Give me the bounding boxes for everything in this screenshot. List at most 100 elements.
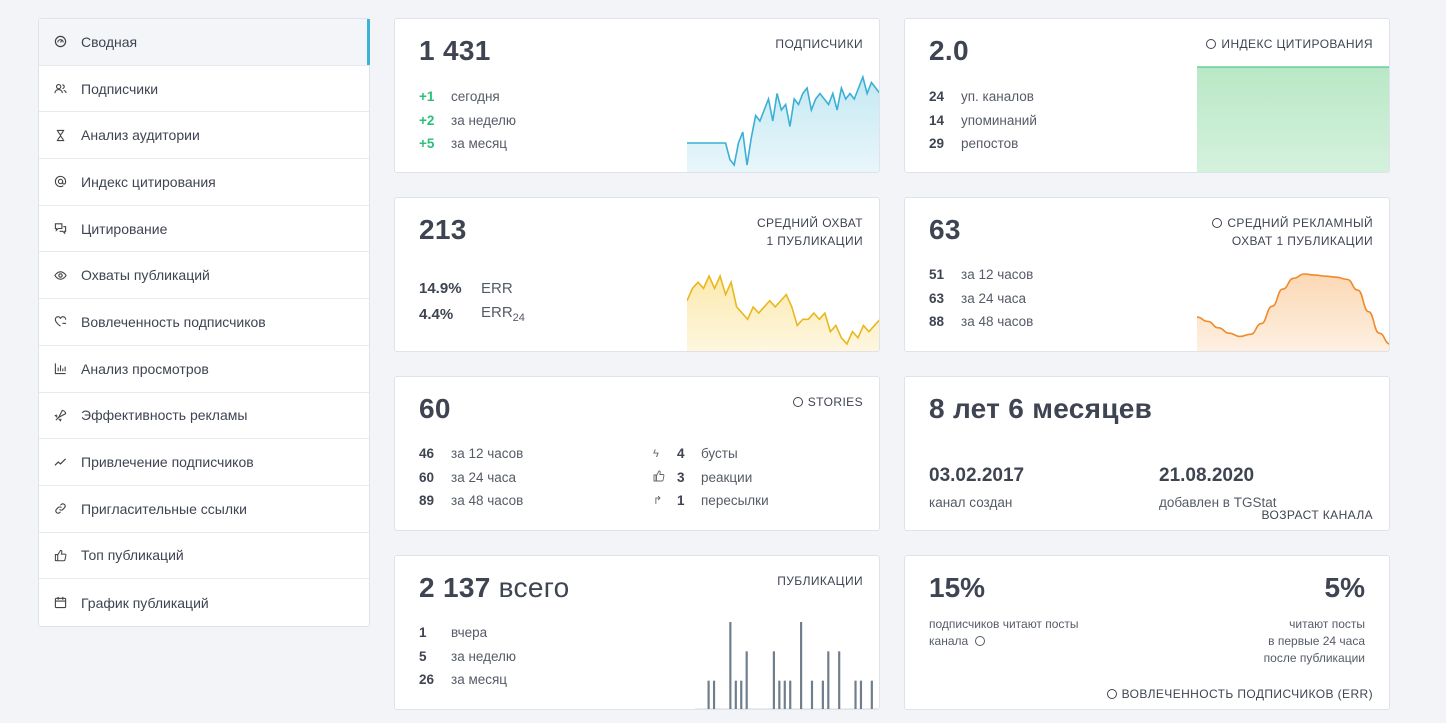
stories-card[interactable]: 60 STORIES 46 за 12 часов 60 за 24 часа 89… [394, 376, 880, 531]
sidebar-item-12[interactable]: График публикаций [39, 579, 369, 626]
added-date-block: 21.08.2020 добавлен в TGStat [1159, 465, 1276, 510]
ad-reach-caption: СРЕДНИЙ РЕКЛАМНЫЙ ОХВАТ 1 ПУБЛИКАЦИИ [1212, 214, 1373, 250]
stat-label: за неделю [451, 648, 517, 664]
sidebar-item-label: График публикаций [81, 594, 209, 611]
forward-icon: ↱ [653, 495, 663, 508]
stat-label: за неделю [451, 112, 517, 128]
stat-row: 51 за 12 часов [929, 263, 1033, 287]
citation-area [1197, 67, 1389, 172]
posts-value: 2 137 всего [419, 572, 569, 604]
sidebar-item-6[interactable]: Вовлеченность подписчиков [39, 299, 369, 346]
citation-index-card[interactable]: 2.0 ИНДЕКС ЦИТИРОВАНИЯ 24 уп. каналов 14 у… [904, 18, 1390, 173]
stat-label: пересылки [701, 493, 769, 509]
stat-row: +1 сегодня [419, 85, 516, 109]
rocket-icon [54, 409, 67, 422]
stat-number: 4 [677, 446, 685, 462]
sidebar-item-label: Сводная [81, 33, 138, 50]
citation-index-caption: ИНДЕКС ЦИТИРОВАНИЯ [1206, 35, 1373, 53]
help-icon[interactable] [974, 636, 985, 646]
stat-label: за месяц [451, 136, 508, 152]
engagement-caption: ВОВЛЕЧЕННОСТЬ ПОДПИСЧИКОВ (ERR) [1106, 685, 1373, 703]
stat-row: 14 упоминаний [929, 109, 1037, 133]
bar-mark [740, 680, 743, 709]
stat-label: вчера [451, 625, 488, 641]
stat-number: 60 [419, 469, 435, 485]
created-label: канал создан [929, 495, 1013, 510]
ad_reach-line [1197, 273, 1389, 345]
reach-value: 213 [419, 214, 467, 245]
added-label: добавлен в TGStat [1159, 495, 1277, 510]
subscribers-rows: +1 сегодня +2 за неделю +5 за месяц [419, 85, 516, 156]
desc-line-with-help: канала [929, 633, 1079, 650]
sidebar-nav: Сводная Подписчики Анализ аудитории Индекс … [38, 18, 370, 627]
sidebar-item-11[interactable]: Топ публикаций [39, 533, 369, 580]
ad-reach-curve [1197, 273, 1389, 351]
channel-age-card[interactable]: 8 лет 6 месяцев 03.02.2017 канал создан … [904, 376, 1390, 531]
stat-label: сегодня [451, 89, 500, 105]
ad_reach-area [1197, 274, 1389, 351]
lightning-icon: ϟ [653, 447, 659, 460]
stat-label: уп. каналов [961, 89, 1034, 105]
help-icon[interactable] [1106, 689, 1117, 699]
stories-caption: STORIES [792, 393, 863, 411]
sidebar-item-7[interactable]: Анализ просмотров [39, 346, 369, 393]
stat-number: 14 [929, 112, 945, 128]
trend-icon [54, 456, 67, 469]
bar-mark [712, 680, 716, 709]
sidebar-item-label: Анализ аудитории [81, 127, 200, 144]
subscribers-card[interactable]: 1 431 ПОДПИСЧИКИ +1 сегодня +2 за неделю +… [394, 18, 880, 173]
caption-text: STORIES [807, 395, 863, 409]
ad-reach-value: 63 [929, 214, 961, 245]
stat-label: упоминаний [961, 112, 1037, 128]
stat-number: 24 [929, 89, 945, 105]
stat-label: за 48 часов [451, 493, 524, 509]
sidebar-item-5[interactable]: Охваты публикаций [39, 252, 369, 300]
bar-mark [734, 680, 737, 709]
engagement-left-pct: 15% [929, 572, 986, 603]
bar-mark [778, 680, 781, 709]
sidebar-item-1[interactable]: Подписчики [39, 66, 369, 113]
stat-label: за 24 часа [451, 469, 517, 485]
stat-row: +5 за месяц [419, 132, 516, 156]
sidebar-item-4[interactable]: Цитирование [39, 206, 369, 253]
sidebar-item-9[interactable]: Привлечение подписчиков [39, 439, 369, 486]
stat-number: +5 [419, 136, 435, 152]
desc-line: подписчиков читают посты [929, 617, 1079, 631]
subscribers-area [687, 77, 879, 172]
citation-area-chart [1197, 66, 1389, 172]
help-icon[interactable] [1212, 218, 1223, 228]
sidebar-item-0[interactable]: Сводная [39, 19, 370, 66]
sidebar-item-8[interactable]: Эффективность рекламы [39, 393, 369, 440]
stat-number: 89 [419, 493, 435, 509]
citation-rows: 24 уп. каналов 14 упоминаний 29 репостов [929, 85, 1037, 156]
engagement-right-pct: 5% [1324, 572, 1365, 603]
err-rows: 14.9% ERR 4.4% ERR24 [419, 275, 525, 327]
sidebar-item-3[interactable]: Индекс цитирования [39, 159, 369, 206]
subscribers-caption: ПОДПИСЧИКИ [775, 37, 863, 51]
help-icon[interactable] [1206, 39, 1217, 49]
stat-label: за 12 часов [961, 267, 1034, 283]
stat-number: 29 [929, 136, 945, 152]
reach-card[interactable]: 213 СРЕДНИЙ ОХВАТ 1 ПУБЛИКАЦИИ 14.9% ERR 4… [394, 197, 880, 352]
caption-line: СРЕДНИЙ РЕКЛАМНЫЙ [1227, 216, 1373, 230]
posts-card[interactable]: 2 137 всего ПУБЛИКАЦИИ 1 вчера 5 за неделю… [394, 555, 880, 710]
thumbs-up-icon [54, 549, 67, 562]
sidebar-item-10[interactable]: Пригласительные ссылки [39, 486, 369, 533]
created-date-block: 03.02.2017 канал создан [929, 465, 1024, 510]
calendar-icon [54, 596, 67, 609]
ad-reach-card[interactable]: 63 СРЕДНИЙ РЕКЛАМНЫЙ ОХВАТ 1 ПУБЛИКАЦИИ 5… [904, 197, 1390, 352]
engagement-card[interactable]: 15% подписчиков читают посты канала 5% ч… [904, 555, 1390, 710]
err-row: 14.9% ERR [419, 275, 525, 301]
stories-extra-rows: ϟ 4 бусты 3 реакции ↱ 1 пересылки [653, 442, 769, 513]
sidebar-item-2[interactable]: Анализ аудитории [39, 112, 369, 160]
sidebar-item-label: Анализ просмотров [81, 360, 209, 377]
help-icon[interactable] [792, 397, 803, 407]
sidebar-item-label: Подписчики [81, 80, 159, 97]
desc-line: канала [929, 634, 969, 648]
desc-line: после публикации [1263, 651, 1365, 665]
chat-icon [54, 222, 67, 235]
caption-line: СРЕДНИЙ ОХВАТ [756, 216, 863, 230]
bar-mark [870, 680, 873, 709]
stat-row: 1 вчера [419, 621, 516, 645]
reactions-row: 3 реакции [653, 466, 769, 490]
